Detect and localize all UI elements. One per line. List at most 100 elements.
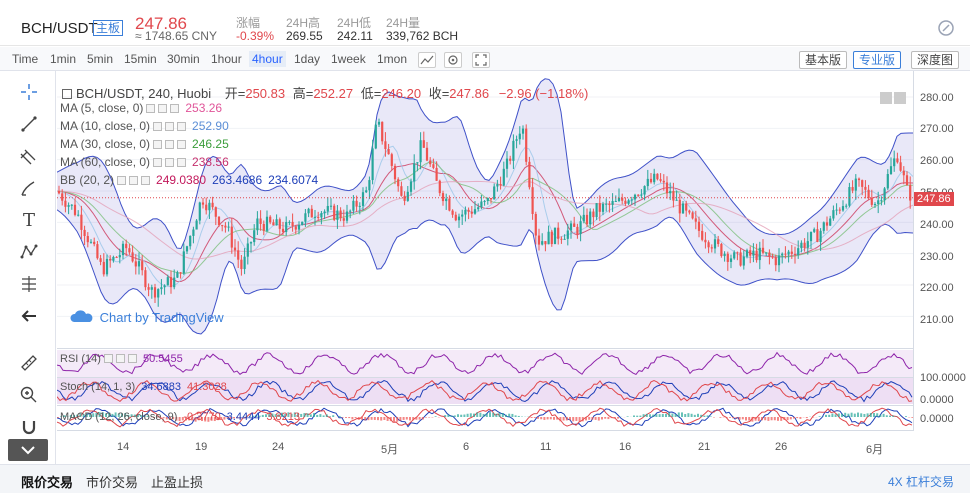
close-icon[interactable]	[170, 104, 180, 113]
macd-histogram-bar	[607, 417, 610, 420]
macd-histogram-bar	[703, 415, 706, 417]
eye-icon[interactable]	[153, 140, 163, 149]
macd-legend[interactable]: MACD (12, 26, close, 9) -0.3770 3.4444 3.82…	[60, 411, 300, 423]
pattern-icon[interactable]	[18, 241, 40, 263]
change-value: −2.96 (−1.18%)	[498, 86, 589, 101]
tab-market-order[interactable]: 市价交易	[86, 475, 139, 490]
interval-1mon[interactable]: 1mon	[377, 52, 408, 66]
macd-histogram-bar	[380, 417, 383, 421]
close-icon[interactable]	[177, 140, 187, 149]
version-basic[interactable]: 基本版	[799, 51, 848, 69]
fib-tool-icon[interactable]	[18, 145, 40, 167]
interval-4hour[interactable]: 4hour	[249, 51, 286, 67]
version-pro[interactable]: 专业版	[853, 51, 902, 69]
macd-histogram-bar	[581, 417, 584, 422]
macd-histogram-bar	[133, 414, 136, 417]
bb-legend[interactable]: BB (20, 2) 249.0380 263.4686 234.6074	[60, 173, 318, 187]
candle	[505, 158, 509, 169]
tab-stop-order[interactable]: 止盈止损	[151, 475, 204, 490]
trend-line-icon[interactable]	[18, 113, 40, 135]
settings-icon[interactable]	[158, 104, 168, 113]
interval-30min[interactable]: 30min	[167, 52, 200, 66]
eye-icon[interactable]	[117, 176, 127, 185]
pane-controls[interactable]	[880, 92, 910, 104]
macd-histogram-bar	[514, 415, 517, 417]
interval-1day[interactable]: 1day	[294, 52, 321, 66]
close-icon[interactable]	[177, 122, 187, 131]
macd-histogram-bar	[207, 417, 210, 422]
tab-limit-order[interactable]: 限价交易	[21, 475, 74, 490]
settings-icon[interactable]	[129, 176, 139, 185]
eye-icon[interactable]	[153, 158, 163, 167]
fullscreen-icon[interactable]	[472, 52, 490, 68]
arrow-down-icon[interactable]	[894, 92, 906, 104]
ma5-legend[interactable]: MA (5, close, 0) 253.26	[60, 101, 222, 115]
stoch-legend[interactable]: Stoch (14, 1, 3) 34.6883 41.3028	[60, 381, 227, 393]
pane-divider[interactable]	[57, 405, 913, 406]
magnet-icon[interactable]	[18, 416, 40, 438]
eye-icon[interactable]	[103, 354, 113, 363]
interval-time[interactable]: Time	[12, 52, 39, 66]
ma10-legend[interactable]: MA (10, close, 0) 252.90	[60, 119, 229, 133]
version-depth[interactable]: 深度图	[911, 51, 960, 69]
y-tick: 240.00	[920, 219, 954, 231]
candle	[813, 229, 816, 232]
macd-histogram-bar	[706, 415, 709, 417]
x-tick: 5月	[381, 444, 399, 456]
candle	[825, 222, 829, 226]
interval-5min[interactable]: 5min	[87, 52, 114, 66]
interval-15min[interactable]: 15min	[124, 52, 157, 66]
zoom-in-icon[interactable]	[18, 384, 40, 406]
candle	[697, 221, 701, 231]
interval-1hour[interactable]: 1hour	[211, 52, 242, 66]
arrow-up-icon[interactable]	[880, 92, 892, 104]
eye-icon[interactable]	[153, 122, 163, 131]
price-axis[interactable]: 280.00 270.00 260.00 250.00 240.00 230.0…	[913, 71, 970, 431]
macd-histogram-bar	[194, 417, 197, 422]
settings-gear-icon[interactable]	[444, 52, 462, 68]
pane-divider[interactable]	[57, 377, 913, 378]
ma60-legend[interactable]: MA (60, close, 0) 238.56	[60, 155, 229, 169]
prediction-icon[interactable]	[18, 273, 40, 295]
macd-histogram-bar	[597, 417, 600, 421]
candle	[416, 162, 419, 164]
macd-histogram-bar	[767, 417, 770, 421]
ruler-icon[interactable]	[18, 352, 40, 374]
y-tick: 260.00	[920, 155, 954, 167]
rsi-legend[interactable]: RSI (14) 50.5455	[60, 353, 183, 365]
candle	[640, 194, 643, 196]
pane-divider[interactable]	[57, 348, 913, 349]
close-icon[interactable]	[177, 158, 187, 167]
close-icon[interactable]	[127, 354, 137, 363]
settings-icon[interactable]	[165, 158, 175, 167]
leverage-link[interactable]: 4X 杠杆交易	[887, 475, 954, 489]
candle	[896, 158, 899, 163]
candle	[409, 181, 413, 192]
close-icon[interactable]	[141, 176, 151, 185]
indicator-value: 3.4444	[226, 411, 261, 423]
price-chart[interactable]	[57, 71, 913, 431]
eye-icon[interactable]	[146, 104, 156, 113]
back-arrow-icon[interactable]	[18, 305, 40, 327]
candle	[624, 200, 627, 204]
candle	[224, 225, 227, 228]
settings-icon[interactable]	[165, 140, 175, 149]
settings-icon[interactable]	[165, 122, 175, 131]
ma30-legend[interactable]: MA (30, close, 0) 246.25	[60, 137, 229, 151]
macd-histogram-bar	[82, 414, 85, 417]
interval-1min[interactable]: 1min	[50, 52, 77, 66]
crosshair-icon[interactable]	[18, 81, 40, 103]
y-tick: 220.00	[920, 282, 954, 294]
macd-histogram-bar	[799, 417, 802, 419]
settings-icon[interactable]	[115, 354, 125, 363]
text-tool-icon[interactable]: T	[22, 209, 35, 231]
macd-histogram-bar	[655, 414, 658, 417]
brush-icon[interactable]	[18, 177, 40, 199]
candle	[448, 198, 451, 211]
tradingview-watermark[interactable]: Chart by TradingView	[68, 310, 224, 325]
collapse-legend-icon[interactable]	[62, 89, 72, 99]
chart-type-icon[interactable]	[418, 52, 436, 68]
pair-name[interactable]: BCH/USDT	[21, 20, 98, 37]
collapse-toolbar-button[interactable]	[8, 439, 48, 461]
interval-1week[interactable]: 1week	[331, 52, 366, 66]
